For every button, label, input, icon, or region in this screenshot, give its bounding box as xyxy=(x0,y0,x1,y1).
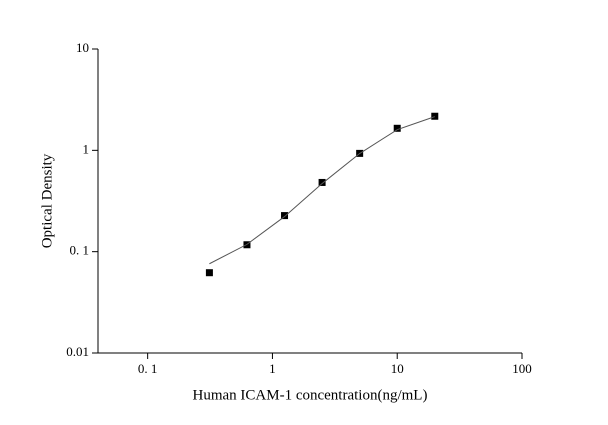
data-point xyxy=(393,124,401,132)
x-tick-label: 10 xyxy=(391,361,404,376)
data-point xyxy=(205,269,213,277)
y-axis-label: Optical Density xyxy=(39,153,55,248)
x-axis-label: Human ICAM-1 concentration(ng/mL) xyxy=(193,387,428,403)
data-point xyxy=(281,212,289,220)
fit-curve xyxy=(209,116,435,265)
x-tick-label: 100 xyxy=(512,361,532,376)
data-point xyxy=(431,112,439,120)
y-tick-label: 10 xyxy=(76,40,89,55)
y-tick-label: 1 xyxy=(83,141,90,156)
y-tick-label: 0.01 xyxy=(66,344,89,359)
y-tick-label: 0. 1 xyxy=(70,243,90,258)
x-tick-label: 1 xyxy=(269,361,276,376)
x-tick-label: 0. 1 xyxy=(138,361,158,376)
data-point xyxy=(318,178,326,186)
